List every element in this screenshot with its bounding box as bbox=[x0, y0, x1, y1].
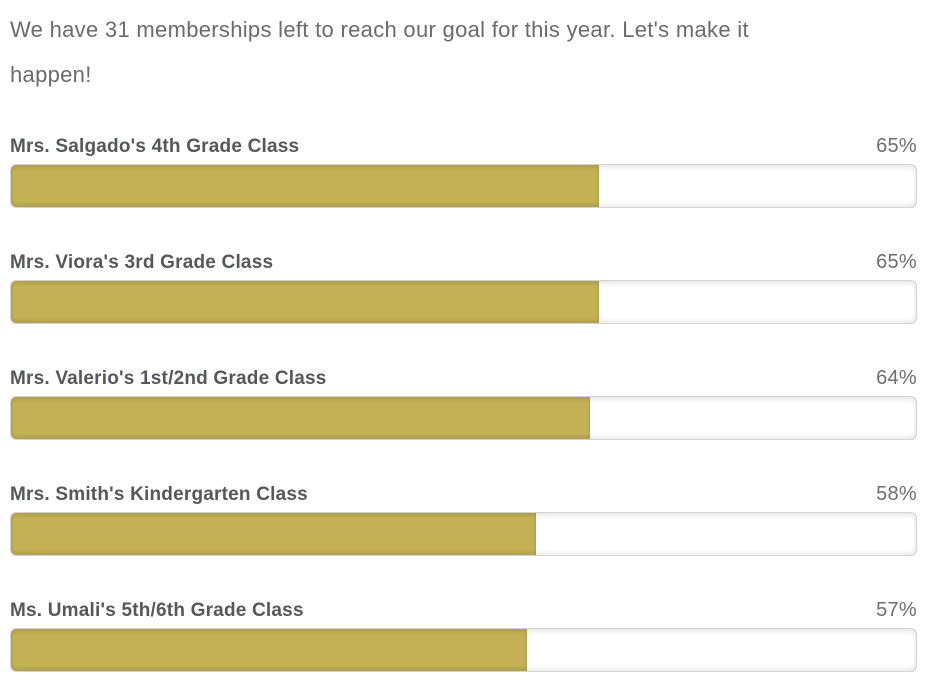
percent-value: 64% bbox=[876, 367, 917, 389]
progress-row-header: Mrs. Valerio's 1st/2nd Grade Class 64% bbox=[10, 367, 917, 390]
progress-row-header: Mrs. Salgado's 4th Grade Class 65% bbox=[10, 135, 917, 158]
progress-track bbox=[10, 164, 917, 208]
progress-row: Ms. Umali's 5th/6th Grade Class 57% bbox=[10, 599, 917, 672]
progress-fill bbox=[11, 397, 591, 439]
progress-row: Mrs. Salgado's 4th Grade Class 65% bbox=[10, 135, 917, 208]
progress-fill bbox=[11, 629, 527, 671]
percent-value: 65% bbox=[876, 135, 917, 157]
progress-fill bbox=[11, 165, 600, 207]
class-label: Mrs. Salgado's 4th Grade Class bbox=[10, 136, 300, 157]
progress-track bbox=[10, 628, 917, 672]
class-label: Mrs. Viora's 3rd Grade Class bbox=[10, 252, 274, 273]
progress-row-header: Ms. Umali's 5th/6th Grade Class 57% bbox=[10, 599, 917, 622]
progress-track bbox=[10, 512, 917, 556]
percent-value: 65% bbox=[876, 251, 917, 273]
progress-row-header: Mrs. Smith's Kindergarten Class 58% bbox=[10, 483, 917, 506]
class-label: Ms. Umali's 5th/6th Grade Class bbox=[10, 600, 304, 621]
progress-row: Mrs. Valerio's 1st/2nd Grade Class 64% bbox=[10, 367, 917, 440]
progress-fill bbox=[11, 513, 536, 555]
progress-row-header: Mrs. Viora's 3rd Grade Class 65% bbox=[10, 251, 917, 274]
progress-row: Mrs. Smith's Kindergarten Class 58% bbox=[10, 483, 917, 556]
goal-intro-line-2: happen! bbox=[10, 62, 92, 87]
class-label: Mrs. Valerio's 1st/2nd Grade Class bbox=[10, 368, 327, 389]
progress-row: Mrs. Viora's 3rd Grade Class 65% bbox=[10, 251, 917, 324]
percent-value: 58% bbox=[876, 483, 917, 505]
goal-intro-line-1: We have 31 memberships left to reach our… bbox=[10, 17, 749, 42]
progress-track bbox=[10, 396, 917, 440]
progress-fill bbox=[11, 281, 600, 323]
progress-track bbox=[10, 280, 917, 324]
class-label: Mrs. Smith's Kindergarten Class bbox=[10, 484, 308, 505]
percent-value: 57% bbox=[876, 599, 917, 621]
goal-intro-text: We have 31 memberships left to reach our… bbox=[10, 7, 917, 97]
